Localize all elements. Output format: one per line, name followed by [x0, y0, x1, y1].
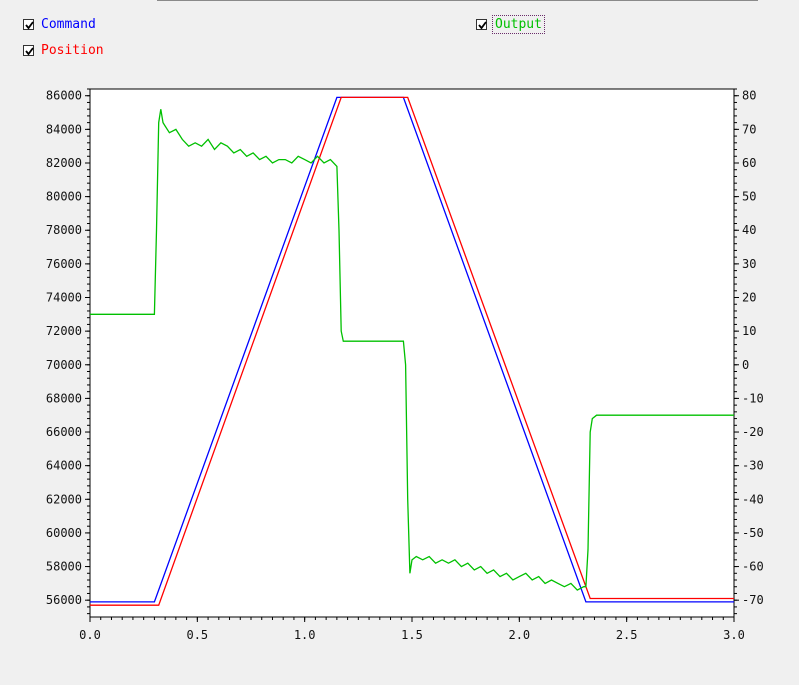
checkmark-icon: [478, 21, 487, 30]
y-right-tick-label: 80: [742, 89, 756, 103]
y-left-tick-label: 70000: [46, 358, 82, 372]
top-divider: [157, 0, 758, 1]
tick-labels: 56000 58000 60000 62000 64000 66000 68000 70000…: [46, 89, 764, 642]
y-left-tick-label: 58000: [46, 560, 82, 574]
y-right-tick-label: 0: [742, 358, 749, 372]
y-left-tick-label: 62000: [46, 492, 82, 506]
checkmark-icon: [25, 21, 34, 30]
series-lines: [90, 96, 734, 606]
y-left-tick-label: 74000: [46, 291, 82, 305]
x-tick-label: 0.5: [186, 628, 208, 642]
checkmark-icon: [25, 47, 34, 56]
y-left-tick-label: 76000: [46, 257, 82, 271]
x-tick-label: 2.5: [616, 628, 638, 642]
output-checkbox[interactable]: [476, 19, 487, 30]
y-left-tick-label: 68000: [46, 391, 82, 405]
y-left-tick-label: 84000: [46, 122, 82, 136]
y-right-tick-label: 70: [742, 122, 756, 136]
command-legend-label: Command: [41, 17, 96, 32]
y-right-tick-label: -10: [742, 391, 764, 405]
y-right-tick-label: 40: [742, 223, 756, 237]
y-left-tick-label: 60000: [46, 526, 82, 540]
series-line-position: [90, 96, 734, 606]
axis-ticks: [85, 88, 739, 622]
legend-item-position[interactable]: Position: [23, 43, 104, 58]
legend-item-output[interactable]: Output: [476, 15, 545, 34]
y-right-tick-label: 50: [742, 190, 756, 204]
y-left-tick-label: 78000: [46, 223, 82, 237]
plot-area: [89, 88, 735, 618]
y-right-tick-label: -70: [742, 593, 764, 607]
x-tick-label: 2.0: [508, 628, 530, 642]
command-checkbox[interactable]: [23, 19, 34, 30]
y-left-tick-label: 72000: [46, 324, 82, 338]
y-right-tick-label: -50: [742, 526, 764, 540]
x-tick-label: 1.0: [294, 628, 316, 642]
y-left-tick-label: 82000: [46, 156, 82, 170]
y-left-tick-label: 66000: [46, 425, 82, 439]
x-tick-label: 0.0: [79, 628, 101, 642]
y-right-tick-label: 30: [742, 257, 756, 271]
y-right-tick-label: 20: [742, 291, 756, 305]
position-legend-label: Position: [41, 43, 104, 58]
position-checkbox[interactable]: [23, 45, 34, 56]
y-right-tick-label: -60: [742, 560, 764, 574]
y-right-tick-label: -20: [742, 425, 764, 439]
x-tick-label: 1.5: [401, 628, 423, 642]
y-left-tick-label: 80000: [46, 190, 82, 204]
y-left-tick-label: 86000: [46, 89, 82, 103]
y-right-tick-label: 10: [742, 324, 756, 338]
x-tick-label: 3.0: [723, 628, 745, 642]
y-right-tick-label: 60: [742, 156, 756, 170]
y-right-tick-label: -30: [742, 459, 764, 473]
y-right-tick-label: -40: [742, 492, 764, 506]
series-line-output: [90, 109, 734, 591]
legend-item-command[interactable]: Command: [23, 17, 96, 32]
output-legend-label: Output: [492, 15, 545, 34]
y-left-tick-label: 64000: [46, 459, 82, 473]
y-left-tick-label: 56000: [46, 593, 82, 607]
